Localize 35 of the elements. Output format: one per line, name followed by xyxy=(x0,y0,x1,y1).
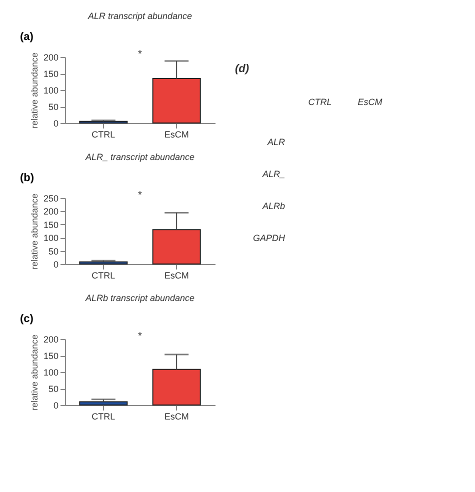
chart-title: ALR_ transcript abundance xyxy=(84,152,195,162)
text: GAPDH xyxy=(252,233,286,243)
text: ALR xyxy=(266,137,286,147)
y-axis-title: relative abundance xyxy=(29,193,40,270)
y-tick-label: 150 xyxy=(43,220,58,230)
text: ALR_ xyxy=(261,169,285,179)
y-tick-label: 150 xyxy=(43,69,58,79)
text: (a) xyxy=(20,31,34,43)
text: (c) xyxy=(20,313,34,325)
y-tick-label: 100 xyxy=(43,233,58,244)
y-tick-label: 50 xyxy=(48,384,58,394)
y-tick-label: 100 xyxy=(43,86,58,96)
y-tick-label: 200 xyxy=(43,52,58,62)
y-tick-label: 150 xyxy=(43,351,58,361)
chart-title: ALR transcript abundance xyxy=(86,11,192,21)
text: (b) xyxy=(20,172,34,184)
y-tick-label: 200 xyxy=(43,334,58,344)
y-tick-label: 50 xyxy=(48,246,58,256)
annotation: * xyxy=(138,49,142,60)
y-tick-label: 200 xyxy=(43,206,58,217)
y-tick-label: 100 xyxy=(43,368,58,378)
y-tick-label: 50 xyxy=(48,102,58,112)
y-tick-label: 250 xyxy=(43,194,58,204)
text: EsCM xyxy=(358,97,383,107)
y-axis-title: relative abundance xyxy=(29,334,40,411)
text: ALRb xyxy=(261,201,285,211)
annotation: * xyxy=(138,190,142,201)
text: (d) xyxy=(235,63,250,75)
text: CTRL xyxy=(308,97,332,107)
annotation: * xyxy=(138,331,142,342)
chart-title: ALRb transcript abundance xyxy=(84,293,195,303)
y-tick-label: 0 xyxy=(53,260,58,270)
y-tick-label: 0 xyxy=(53,400,58,410)
y-tick-label: 0 xyxy=(53,118,58,128)
y-axis-title: relative abundance xyxy=(29,52,40,129)
